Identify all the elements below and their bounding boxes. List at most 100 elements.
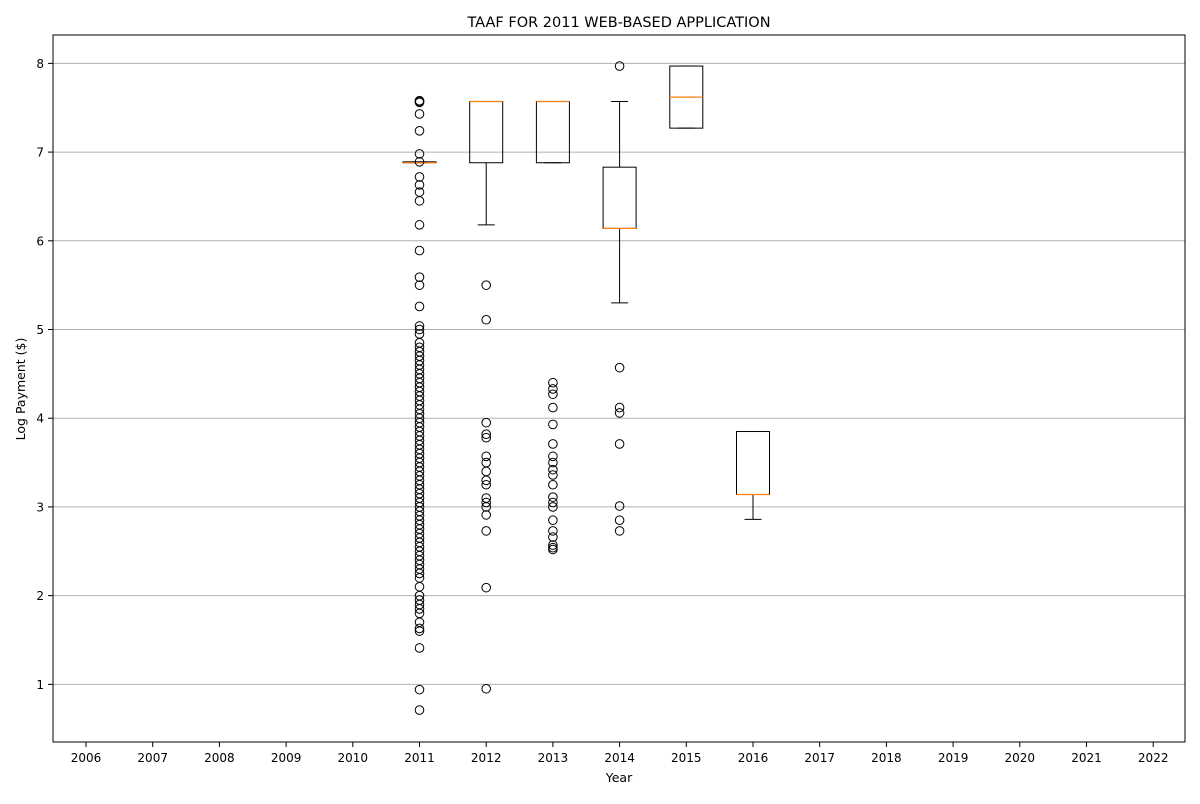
x-tick-label: 2011 [404,751,435,765]
outlier-point [481,502,492,512]
y-tick-label: 7 [36,146,44,160]
axes: 1 2 3 4 5 6 7 8 2006 2007 2008 2009 2010 2011 2012 2013… [36,57,1168,765]
x-tick-label: 2008 [204,751,235,765]
outlier-point [548,502,558,512]
outlier-point [548,377,558,388]
outlier-point [614,61,625,71]
outlier-point [481,280,492,290]
x-tick-label: 2018 [871,751,902,765]
outlier-point [614,515,625,526]
x-tick-label: 2016 [738,751,769,765]
x-tick-label: 2006 [71,751,102,765]
outlier-point [414,581,425,592]
box-group-2014 [602,61,637,536]
outlier-point [414,126,425,136]
outlier-point [414,301,425,312]
outlier-point [548,526,558,536]
outlier-point [481,451,492,462]
outlier-point [614,526,625,536]
outlier-point [414,568,425,579]
outlier-point [548,402,558,413]
outlier-point [414,604,425,614]
outlier-point [414,220,425,230]
outlier-point [481,526,492,536]
outlier-point [548,439,558,449]
iqr-box [469,101,504,164]
x-axis-label: Year [605,770,633,785]
y-axis-label: Log Payment ($) [13,338,28,441]
outlier-point [481,466,492,477]
outlier-point [614,402,625,413]
outlier-point [414,280,425,290]
plot-area-frame [52,34,1186,743]
y-tick-label: 8 [36,57,44,71]
outlier-point [414,196,425,206]
y-tick-label: 2 [36,589,44,603]
outlier-point [481,429,492,439]
outlier-point [481,497,492,508]
x-tick-label: 2022 [1138,751,1169,765]
x-tick-label: 2012 [471,751,502,765]
box-group-2013 [535,100,570,555]
outlier-point [548,464,558,475]
outlier-point [414,97,425,108]
x-tick-label: 2020 [1005,751,1036,765]
outlier-point [614,408,625,418]
outlier-point [414,180,425,190]
outlier-point [481,683,492,694]
outlier-point [548,492,558,502]
x-tick-label: 2019 [938,751,969,765]
outlier-point [481,475,492,486]
box-group-2016 [736,431,770,520]
outlier-point [481,479,492,490]
outlier-point [548,419,558,430]
outlier-point [414,626,425,636]
outlier-point [548,532,558,542]
iqr-box [535,101,570,164]
y-tick-label: 4 [36,412,44,426]
grid-lines [53,62,1185,685]
x-tick-label: 2013 [538,751,569,765]
outlier-point [481,417,492,428]
outlier-point [548,451,558,462]
outlier-point [414,245,425,256]
box-group-2015 [669,65,704,129]
outlier-point [481,314,492,325]
outlier-point [414,324,425,335]
box-plot-series [402,61,770,715]
outlier-point [548,457,558,468]
outlier-point [414,623,425,634]
outlier-point [548,540,558,550]
x-tick-label: 2017 [804,751,835,765]
outlier-point [548,470,558,480]
outlier-point [414,272,425,282]
outlier-point [414,643,425,653]
outlier-point [548,497,558,508]
x-tick-label: 2007 [137,751,168,765]
outlier-point [548,384,558,394]
y-tick-label: 5 [36,323,44,337]
outlier-point [548,389,558,400]
y-tick-label: 3 [36,500,44,514]
outlier-point [481,432,492,443]
outlier-point [548,544,558,555]
x-tick-label: 2010 [338,751,369,765]
outlier-point [614,501,625,511]
x-tick-label: 2015 [671,751,702,765]
outlier-point [614,362,625,373]
x-tick-label: 2021 [1071,751,1102,765]
outlier-point [414,705,425,715]
outlier-point [548,515,558,526]
x-tick-label: 2014 [604,751,635,765]
outlier-point [414,109,425,119]
outlier-point [414,321,425,331]
y-tick-label: 6 [36,234,44,248]
outlier-point [548,479,558,490]
outlier-point [481,582,492,593]
outlier-point [481,510,492,520]
iqr-box [736,431,770,496]
outlier-point [414,172,425,182]
outlier-point [481,457,492,468]
